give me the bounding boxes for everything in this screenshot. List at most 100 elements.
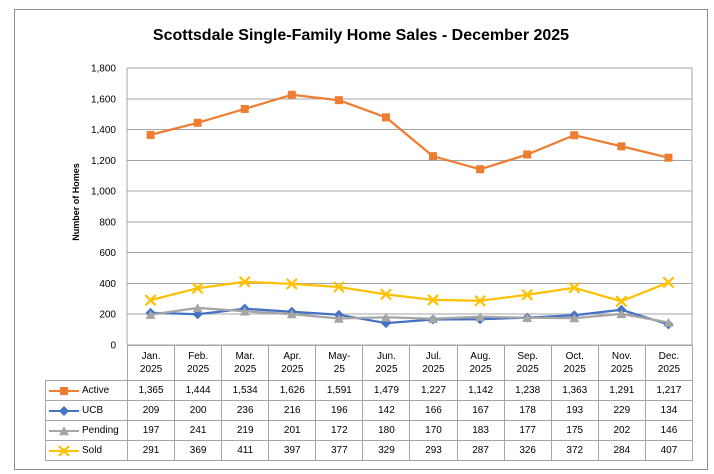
marker-sold-10: [615, 295, 627, 307]
marker-active-3: [287, 90, 296, 99]
value-cell: 377: [315, 440, 364, 461]
value-cell: 287: [456, 440, 505, 461]
marker-sold-5: [380, 288, 392, 300]
month-header-cell: Oct. 2025: [550, 345, 599, 381]
marker-sold-0: [144, 294, 157, 306]
value-cell: 134: [644, 400, 694, 421]
data-table: Jan. 2025 Feb. 2025 Mar. 2025 Apr. 2025 May- 25 Ju…: [45, 345, 694, 461]
marker-active-10: [617, 142, 626, 151]
y-tick-label: 200: [99, 310, 116, 321]
value-cell: 236: [221, 400, 270, 421]
month-header-cell: Mar. 2025: [221, 345, 270, 381]
marker-sold-7: [474, 295, 486, 307]
value-cell: 326: [503, 440, 552, 461]
value-cell: 180: [362, 420, 411, 441]
sold-legend-icon: [49, 445, 79, 456]
marker-pending-5: [380, 312, 391, 322]
value-cell: 146: [644, 420, 694, 441]
value-cell: 219: [221, 420, 270, 441]
y-tick-label: 1,200: [91, 156, 116, 167]
month-header-cell: Dec. 2025: [644, 345, 694, 381]
marker-active-8: [523, 150, 532, 159]
value-cell: 142: [362, 400, 411, 421]
value-cell: 216: [268, 400, 317, 421]
value-cell: 200: [174, 400, 223, 421]
value-cell: 1,479: [362, 380, 411, 401]
table-corner-cell: [46, 346, 128, 381]
marker-pending-11: [663, 317, 674, 327]
legend-label: Active: [82, 385, 110, 396]
marker-active-5: [381, 113, 390, 122]
value-cell: 284: [597, 440, 646, 461]
marker-pending-0: [145, 310, 156, 319]
legend-label: UCB: [82, 405, 104, 416]
y-tick-label: 600: [99, 248, 116, 259]
value-cell: 1,227: [409, 380, 458, 401]
value-cell: 178: [503, 400, 552, 421]
y-tick-label: 1,400: [91, 125, 116, 136]
value-cell: 1,291: [597, 380, 646, 401]
value-cell: 196: [315, 400, 364, 421]
marker-pending-4: [333, 313, 344, 323]
legend-cell-sold: Sold: [45, 440, 128, 461]
marker-sold-8: [521, 289, 533, 301]
value-cell: 177: [503, 420, 552, 441]
marker-sold-2: [239, 276, 251, 288]
y-tick-label: 1,800: [91, 64, 116, 75]
value-cell: 397: [268, 440, 317, 461]
marker-active-6: [429, 152, 438, 161]
value-cell: 1,217: [644, 380, 694, 401]
marker-active-9: [570, 131, 579, 140]
series-line-pending: [149, 306, 670, 324]
month-header-cell: Aug. 2025: [456, 345, 505, 381]
marker-pending-6: [428, 314, 439, 324]
marker-pending-3: [286, 309, 297, 319]
month-header-cell: Jun. 2025: [362, 345, 411, 381]
value-cell: 229: [597, 400, 646, 421]
legend-label: Pending: [82, 425, 119, 436]
marker-sold-11: [662, 276, 675, 288]
active-legend-icon: [49, 386, 79, 395]
value-cell: 329: [362, 440, 411, 461]
chart-title: Scottsdale Single-Family Home Sales - De…: [152, 27, 570, 44]
value-cell: 293: [409, 440, 458, 461]
table-header-row: Jan. 2025 Feb. 2025 Mar. 2025 Apr. 2025 May- 25 Ju…: [46, 345, 694, 381]
value-cell: 166: [409, 400, 458, 421]
marker-pending-10: [616, 309, 627, 319]
y-tick-label: 1,000: [91, 187, 116, 198]
marker-active-2: [240, 104, 249, 113]
value-cell: 1,142: [456, 380, 505, 401]
value-cell: 201: [268, 420, 317, 441]
value-cell: 369: [174, 440, 223, 461]
table-row-active: Active 1,365 1,444 1,534 1,626 1,591 1,479 1,22…: [45, 380, 694, 401]
table-row-sold: Sold 291 369 411 397 377 329 293 287 326 372 284 407: [45, 440, 694, 461]
y-tick-label: 400: [99, 279, 116, 290]
marker-sold-4: [333, 281, 345, 293]
marker-active-7: [476, 165, 485, 174]
y-tick-label: 1,600: [91, 94, 116, 105]
marker-active-11: [664, 153, 673, 162]
y-tick-label: 800: [99, 217, 116, 228]
value-cell: 1,591: [315, 380, 364, 401]
month-header-cell: Jul. 2025: [409, 345, 458, 381]
legend-cell-ucb: UCB: [45, 400, 128, 421]
legend-cell-pending: Pending: [45, 420, 128, 441]
marker-pending-7: [475, 312, 486, 322]
pending-legend-icon: [49, 425, 79, 435]
value-cell: 407: [644, 440, 694, 461]
value-cell: 1,363: [550, 380, 599, 401]
month-header-cell: Apr. 2025: [268, 345, 317, 381]
series-line-sold: [149, 280, 670, 303]
value-cell: 1,238: [503, 380, 552, 401]
ucb-legend-icon: [49, 405, 79, 416]
marker-pending-1: [192, 303, 203, 313]
marker-active-1: [193, 118, 202, 127]
month-header-cell: May- 25: [315, 345, 364, 381]
value-cell: 1,365: [126, 380, 176, 401]
value-cell: 170: [409, 420, 458, 441]
marker-active-4: [334, 96, 343, 105]
marker-sold-9: [568, 282, 580, 294]
y-tick-label: 0: [110, 341, 116, 352]
marker-sold-1: [192, 282, 204, 294]
